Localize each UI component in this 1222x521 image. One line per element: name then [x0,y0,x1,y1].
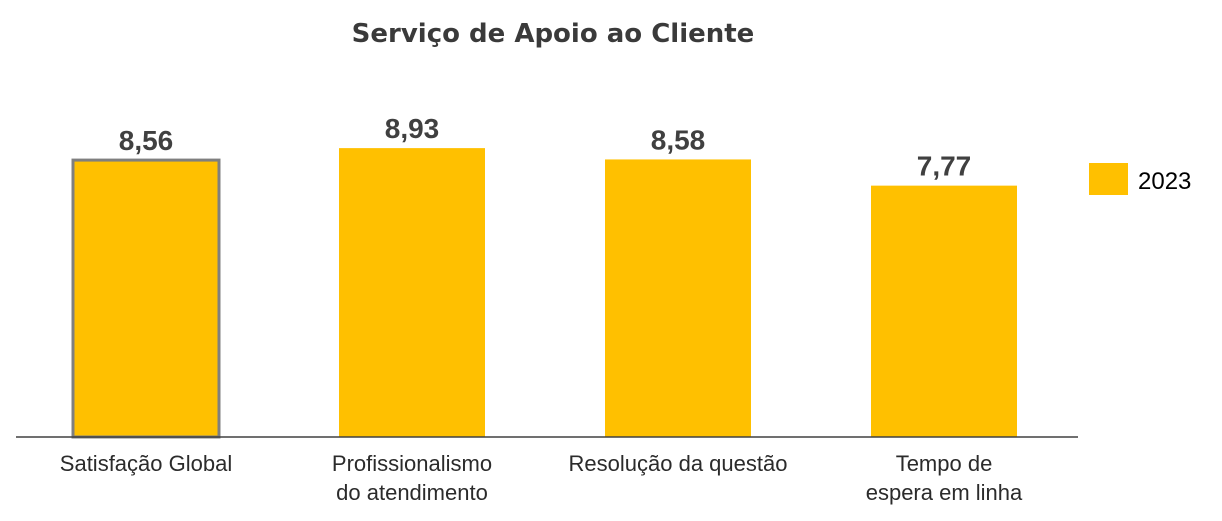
category-label-4-line-2: espera em linha [866,480,1023,505]
value-label-3: 8,58 [651,124,706,155]
value-labels-group: 8,56 8,93 8,58 7,77 [119,113,972,182]
value-label-1: 8,56 [119,125,174,156]
legend: 2023 [1089,163,1191,195]
legend-label-2023: 2023 [1138,168,1191,195]
category-label-3-line-1: Resolução da questão [569,451,788,476]
bar-4 [871,185,1017,437]
category-label-4-line-1: Tempo de [896,451,993,476]
bar-2 [339,148,485,437]
chart-title: Serviço de Apoio ao Cliente [352,19,755,49]
value-label-4: 7,77 [917,151,972,182]
category-labels-group: Satisfação Global Profissionalismo do aten… [60,451,1023,505]
legend-swatch-2023 [1089,163,1128,195]
bar-1 [71,158,221,439]
category-label-2-line-1: Profissionalismo [332,451,492,476]
bar-3 [605,159,751,437]
category-label-2-line-2: do atendimento [336,480,488,505]
value-label-2: 8,93 [385,113,440,144]
bars-group [71,148,1017,439]
category-label-1-line-1: Satisfação Global [60,451,232,476]
